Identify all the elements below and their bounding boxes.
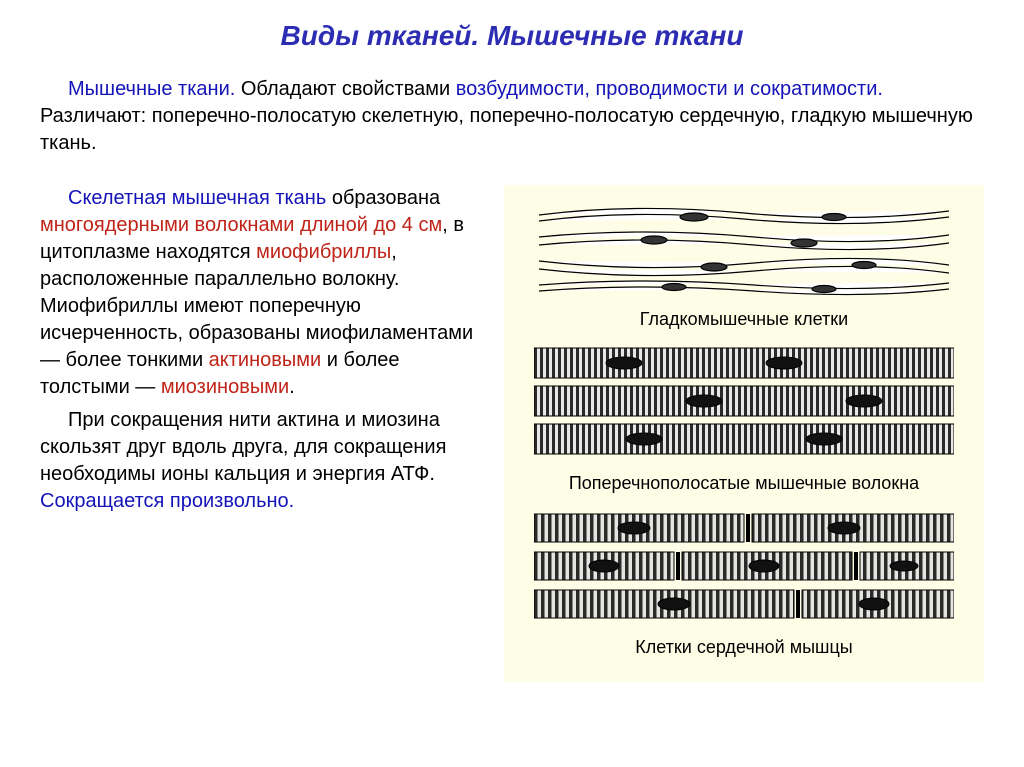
intro-text: Обладают свойствами — [235, 78, 455, 100]
intro-paragraph: Мышечные ткани. Обладают свойствами возб… — [40, 76, 984, 157]
p1-term1: Скелетная мышечная ткань — [68, 187, 326, 209]
p1-t2: образована — [326, 187, 440, 209]
caption-striated: Поперечнополосатые мышечные волокна — [569, 473, 919, 494]
p1-term5: миозиновыми — [161, 376, 289, 398]
intro-term: Мышечные ткани. — [68, 78, 235, 100]
p2-t1: При сокращения нити актина и миозина ско… — [40, 409, 446, 485]
caption-cardiac: Клетки сердечной мышцы — [635, 637, 853, 658]
smooth-muscle-diagram — [534, 197, 954, 297]
paragraph-2: При сокращения нити актина и миозина ско… — [40, 407, 480, 515]
page-title: Виды тканей. Мышечные ткани — [40, 20, 984, 52]
paragraph-1: Скелетная мышечная ткань образована мног… — [40, 185, 480, 401]
p1-term4: актиновыми — [209, 349, 322, 371]
left-column: Скелетная мышечная ткань образована мног… — [40, 185, 480, 682]
cardiac-muscle-diagram — [534, 510, 954, 625]
figure-panel: Гладкомышечные клетки Поперечно — [504, 185, 984, 682]
content-row: Скелетная мышечная ткань образована мног… — [40, 185, 984, 682]
intro-text2: Различают: поперечно-полосатую скелетную… — [40, 105, 973, 154]
p1-term3: миофибриллы — [256, 241, 391, 263]
p2-term1: Сокращается произвольно. — [40, 490, 294, 512]
p1-t10: . — [289, 376, 295, 398]
striated-muscle-diagram — [534, 346, 954, 461]
intro-properties: возбудимости, проводимости и сократимост… — [456, 78, 883, 100]
p1-term2: многоядерными волокнами длиной до 4 см — [40, 214, 442, 236]
caption-smooth: Гладкомышечные клетки — [640, 309, 848, 330]
